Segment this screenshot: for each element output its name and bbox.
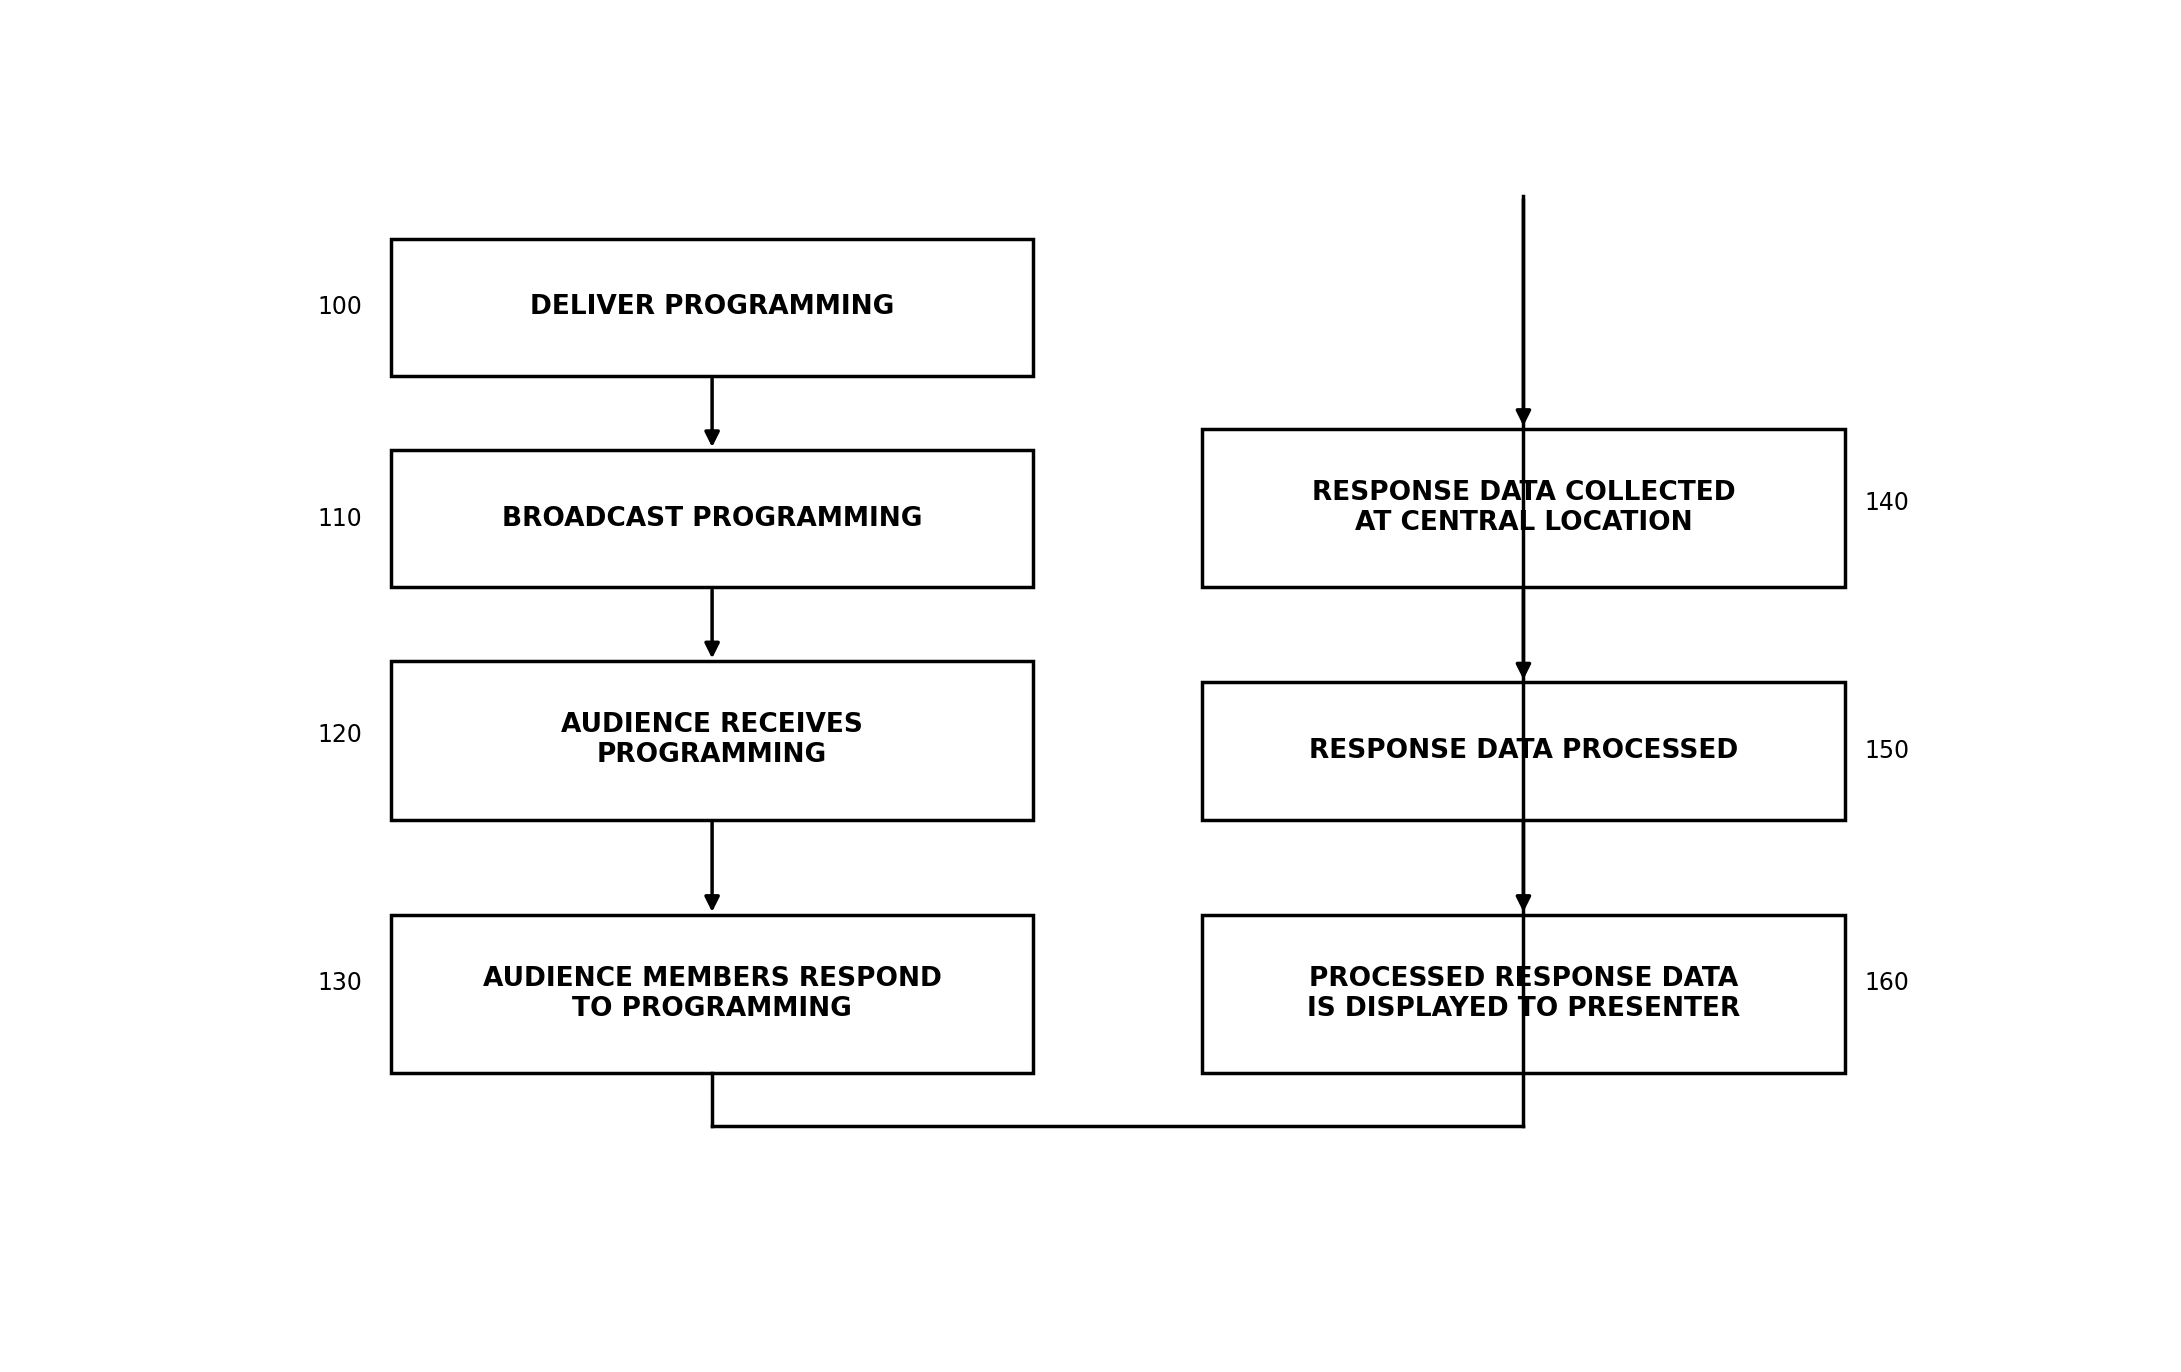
FancyBboxPatch shape <box>390 450 1034 587</box>
FancyBboxPatch shape <box>390 661 1034 819</box>
FancyBboxPatch shape <box>1202 429 1845 587</box>
Text: AUDIENCE RECEIVES
PROGRAMMING: AUDIENCE RECEIVES PROGRAMMING <box>561 712 864 768</box>
FancyBboxPatch shape <box>390 915 1034 1073</box>
Text: AUDIENCE MEMBERS RESPOND
TO PROGRAMMING: AUDIENCE MEMBERS RESPOND TO PROGRAMMING <box>482 966 942 1022</box>
Text: 150: 150 <box>1865 740 1908 763</box>
Text: BROADCAST PROGRAMMING: BROADCAST PROGRAMMING <box>502 505 923 531</box>
Text: RESPONSE DATA PROCESSED: RESPONSE DATA PROCESSED <box>1309 738 1738 764</box>
FancyBboxPatch shape <box>1202 915 1845 1073</box>
Text: 110: 110 <box>318 506 362 531</box>
FancyBboxPatch shape <box>390 239 1034 376</box>
Text: 140: 140 <box>1865 491 1908 514</box>
Text: 160: 160 <box>1865 971 1908 995</box>
Text: 130: 130 <box>318 971 362 995</box>
FancyBboxPatch shape <box>1202 682 1845 819</box>
Text: RESPONSE DATA COLLECTED
AT CENTRAL LOCATION: RESPONSE DATA COLLECTED AT CENTRAL LOCAT… <box>1311 480 1736 536</box>
Text: PROCESSED RESPONSE DATA
IS DISPLAYED TO PRESENTER: PROCESSED RESPONSE DATA IS DISPLAYED TO … <box>1306 966 1740 1022</box>
Text: DELIVER PROGRAMMING: DELIVER PROGRAMMING <box>530 294 894 320</box>
Text: 120: 120 <box>318 723 362 748</box>
Text: 100: 100 <box>318 295 362 320</box>
